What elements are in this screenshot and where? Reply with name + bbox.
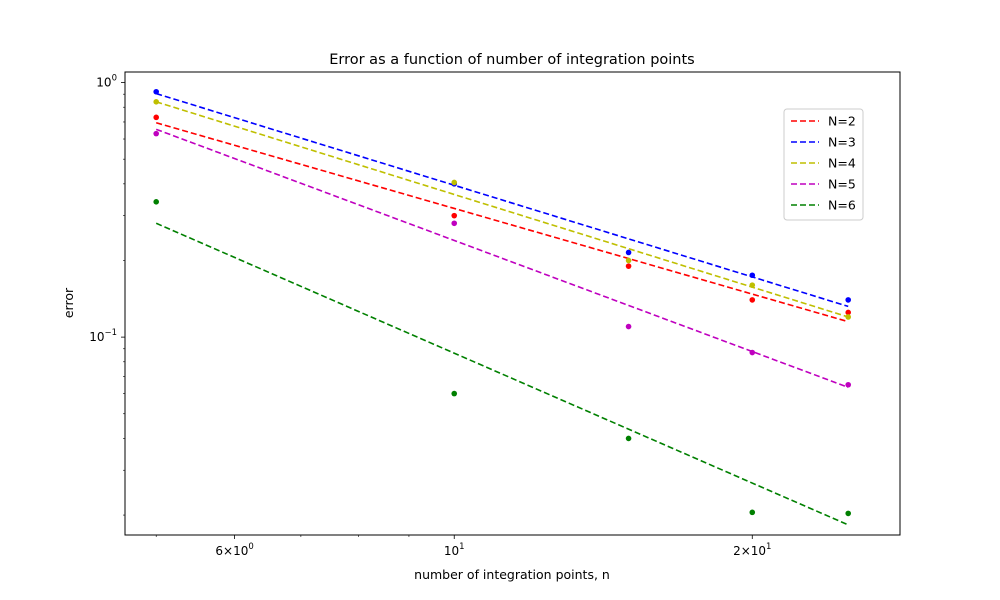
x-axis-label: number of integration points, n — [414, 567, 610, 582]
legend-label: N=4 — [828, 156, 856, 171]
y-axis-ticks: 100 10−1 — [89, 74, 125, 516]
data-point — [625, 249, 632, 256]
x-tick-label: 101 — [444, 542, 465, 558]
data-point — [451, 390, 458, 397]
data-point — [625, 257, 632, 264]
plot-marks — [153, 88, 852, 526]
x-axis-ticks: 6×100 101 2×101 — [155, 535, 771, 558]
data-point — [625, 323, 632, 330]
y-tick-label: 100 — [96, 74, 117, 90]
data-point — [845, 314, 852, 320]
legend-label: N=6 — [828, 198, 856, 213]
data-point — [749, 297, 756, 303]
data-point — [749, 509, 756, 516]
data-point — [153, 99, 160, 105]
data-point — [625, 435, 632, 442]
chart-title: Error as a function of number of integra… — [329, 52, 695, 68]
legend-box — [783, 108, 864, 221]
data-point — [845, 381, 852, 388]
data-point — [451, 179, 458, 186]
data-point — [625, 263, 632, 269]
legend-label: N=5 — [828, 177, 856, 192]
data-point — [845, 309, 852, 316]
fit-line-1 — [155, 121, 849, 323]
data-point — [749, 282, 756, 288]
data-point — [749, 349, 756, 356]
legend: N=2 N=3 N=4 N=5 N=6 — [783, 108, 864, 221]
x-tick-label: 2×101 — [733, 542, 771, 558]
data-point — [845, 297, 852, 303]
data-point — [451, 220, 458, 227]
x-tick-label: 6×100 — [215, 542, 253, 558]
legend-label: N=3 — [828, 135, 856, 150]
data-point — [153, 88, 160, 95]
fit-line-4 — [155, 128, 849, 389]
fit-line-3 — [155, 101, 849, 318]
data-point — [153, 114, 160, 121]
fit-line-2 — [155, 92, 849, 308]
plot-area-frame — [124, 71, 901, 536]
data-point — [153, 199, 160, 205]
y-axis-label: error — [61, 287, 76, 318]
data-point — [451, 212, 458, 219]
data-point — [845, 510, 852, 517]
legend-label: N=2 — [828, 114, 856, 129]
y-tick-label: 10−1 — [89, 328, 117, 344]
data-point — [153, 130, 160, 137]
data-point — [749, 272, 756, 279]
